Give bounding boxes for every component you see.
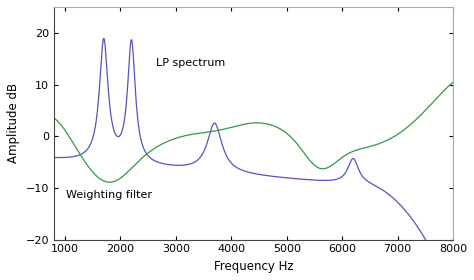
X-axis label: Frequency Hz: Frequency Hz xyxy=(214,260,293,273)
Text: Weighting filter: Weighting filter xyxy=(66,190,152,200)
Y-axis label: Amplitude dB: Amplitude dB xyxy=(7,83,20,163)
Text: LP spectrum: LP spectrum xyxy=(156,59,226,68)
